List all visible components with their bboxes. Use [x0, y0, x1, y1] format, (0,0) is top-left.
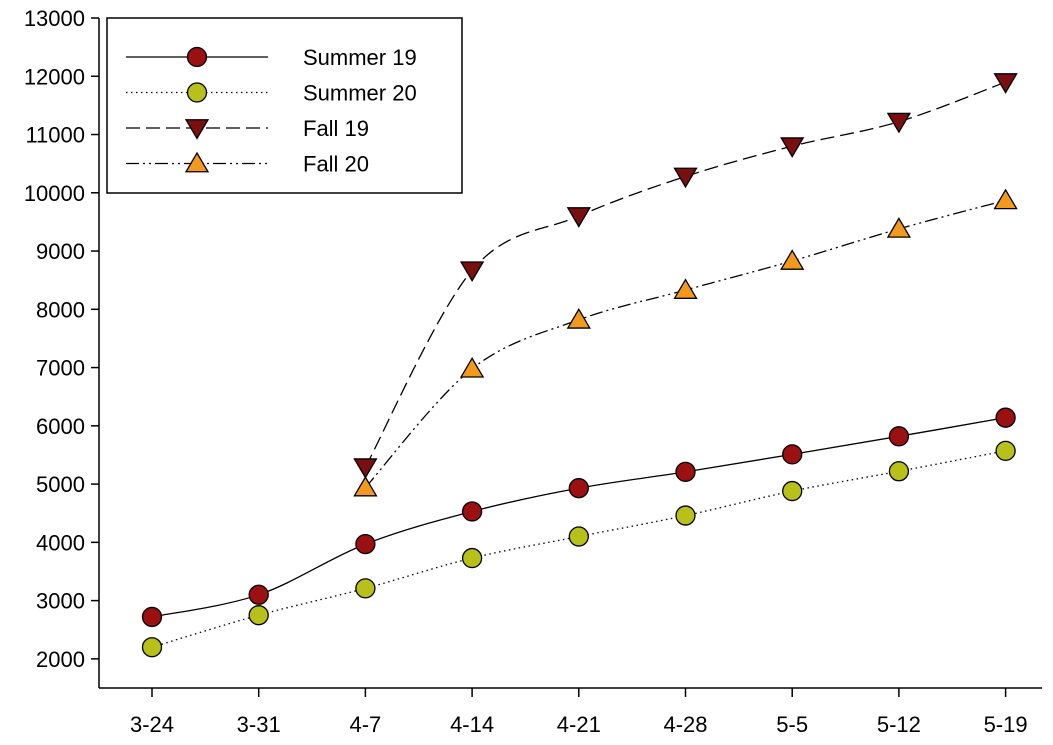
data-point-summer-19 [141, 606, 163, 628]
data-point-fall-20 [566, 308, 591, 329]
y-tick-label: 5000 [36, 472, 85, 497]
y-tick-label: 2000 [36, 647, 85, 672]
legend-marker-summer-20 [186, 82, 208, 103]
legend-label-fall-20: Fall 20 [303, 152, 369, 177]
legend-marker-fall-20 [184, 151, 210, 173]
data-point-summer-20 [782, 480, 803, 502]
x-tick-label: 5-19 [984, 712, 1028, 737]
data-point-summer-19 [675, 461, 696, 483]
series-line-fall-20 [364, 199, 1006, 489]
data-point-summer-20 [461, 547, 483, 569]
data-point-fall-20 [780, 249, 805, 270]
data-point-summer-20 [995, 440, 1016, 462]
data-point-summer-20 [355, 578, 376, 599]
data-point-summer-19 [568, 478, 589, 499]
legend-marker-fall-19 [184, 119, 210, 140]
y-tick-label: 8000 [36, 297, 85, 322]
data-point-fall-19 [886, 112, 912, 134]
y-tick-label: 10000 [24, 181, 85, 206]
y-tick-label: 3000 [36, 589, 85, 614]
legend-label-summer-20: Summer 20 [303, 81, 417, 106]
axes [98, 18, 1042, 689]
y-axis-ticks: 2000 3000 4000 5000 6000 7000 8000 9000 10000 110… [24, 6, 99, 672]
y-tick-label: 13000 [24, 6, 85, 31]
y-tick-label: 7000 [36, 356, 85, 381]
x-tick-label: 5-12 [877, 712, 921, 737]
data-point-fall-19 [993, 73, 1018, 94]
data-point-fall-20 [673, 278, 698, 299]
series-line-summer-19 [151, 417, 1006, 618]
data-point-summer-20 [888, 461, 910, 482]
data-point-fall-19 [566, 207, 591, 228]
x-tick-label: 4-21 [557, 712, 601, 737]
data-point-fall-19 [459, 261, 485, 283]
data-point-summer-19 [248, 584, 269, 605]
legend-marker-summer-19 [186, 46, 208, 68]
data-point-summer-20 [568, 526, 589, 547]
data-point-summer-19 [782, 444, 803, 465]
x-tick-label: 4-14 [450, 712, 494, 737]
legend-label-fall-19: Fall 19 [303, 116, 369, 141]
y-tick-label: 11000 [25, 123, 85, 148]
data-point-summer-19 [461, 501, 483, 522]
data-point-fall-19 [780, 137, 805, 158]
series-markers [141, 73, 1018, 658]
data-point-fall-19 [353, 458, 378, 479]
x-tick-label: 3-31 [237, 712, 281, 737]
data-point-fall-19 [673, 167, 698, 189]
data-point-fall-20 [993, 188, 1018, 210]
data-point-fall-20 [353, 475, 378, 497]
x-tick-label: 4-28 [663, 712, 707, 737]
data-point-fall-20 [459, 356, 485, 378]
y-tick-label: 6000 [36, 414, 85, 439]
x-tick-label: 4-7 [350, 712, 382, 737]
data-point-summer-19 [355, 533, 376, 555]
x-axis-ticks: 3-24 3-31 4-7 4-14 4-21 4-28 5-5 5-12 5-19 [130, 688, 1028, 737]
data-point-summer-19 [888, 426, 910, 447]
data-point-summer-20 [141, 637, 163, 658]
x-tick-label: 5-5 [776, 712, 808, 737]
data-point-summer-19 [995, 407, 1016, 428]
legend-label-summer-19: Summer 19 [303, 45, 417, 70]
y-tick-label: 4000 [36, 530, 85, 555]
x-tick-label: 3-24 [130, 712, 174, 737]
y-tick-label: 9000 [36, 239, 85, 264]
legend: Summer 19 Summer 20 Fall 19 Fall 20 [106, 17, 463, 194]
data-point-summer-20 [675, 505, 696, 526]
data-point-summer-20 [248, 605, 269, 626]
y-tick-label: 12000 [24, 64, 85, 89]
data-point-fall-20 [886, 217, 912, 238]
